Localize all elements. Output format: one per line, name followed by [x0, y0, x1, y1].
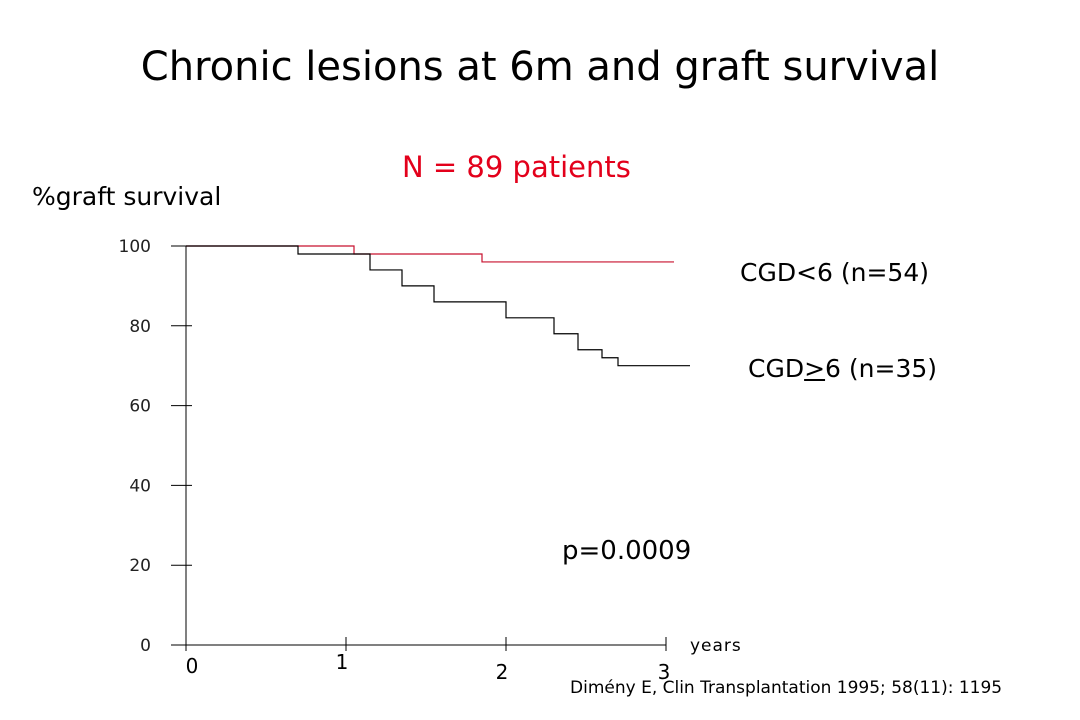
y-tick-label-40: 40	[129, 476, 151, 496]
legend-cgd-high-suffix: 6 (n=35)	[825, 354, 938, 383]
series-cgd-low-line	[186, 245, 674, 263]
x-tick-label-2: 2	[496, 660, 509, 684]
y-tick-label-100: 100	[119, 237, 151, 257]
slide-title: Chronic lesions at 6m and graft survival	[140, 44, 940, 90]
y-axis-label: %graft survival	[32, 182, 222, 211]
legend-cgd-high-underlined: >	[804, 354, 826, 383]
x-tick-label-3: 3	[658, 660, 671, 684]
citation: Dimény E, Clin Transplantation 1995; 58(…	[570, 678, 1003, 698]
y-tick-label-20: 20	[129, 556, 151, 576]
legend-cgd-high-prefix: CGD	[748, 354, 805, 383]
y-tick-label-60: 60	[129, 397, 151, 417]
legend-cgd-high: CGD>6 (n=35)	[748, 354, 937, 383]
x-tick-label-0: 0	[186, 654, 199, 678]
patient-count: N = 89 patients	[402, 150, 631, 184]
series-cgd-high-line	[186, 245, 690, 367]
legend-cgd-low: CGD<6 (n=54)	[740, 258, 929, 287]
x-tick-label-1: 1	[336, 650, 349, 674]
y-tick-label-80: 80	[129, 317, 151, 337]
y-tick-label-0: 0	[140, 636, 151, 656]
p-value: p=0.0009	[562, 536, 692, 566]
x-axis-label: years	[690, 636, 742, 656]
